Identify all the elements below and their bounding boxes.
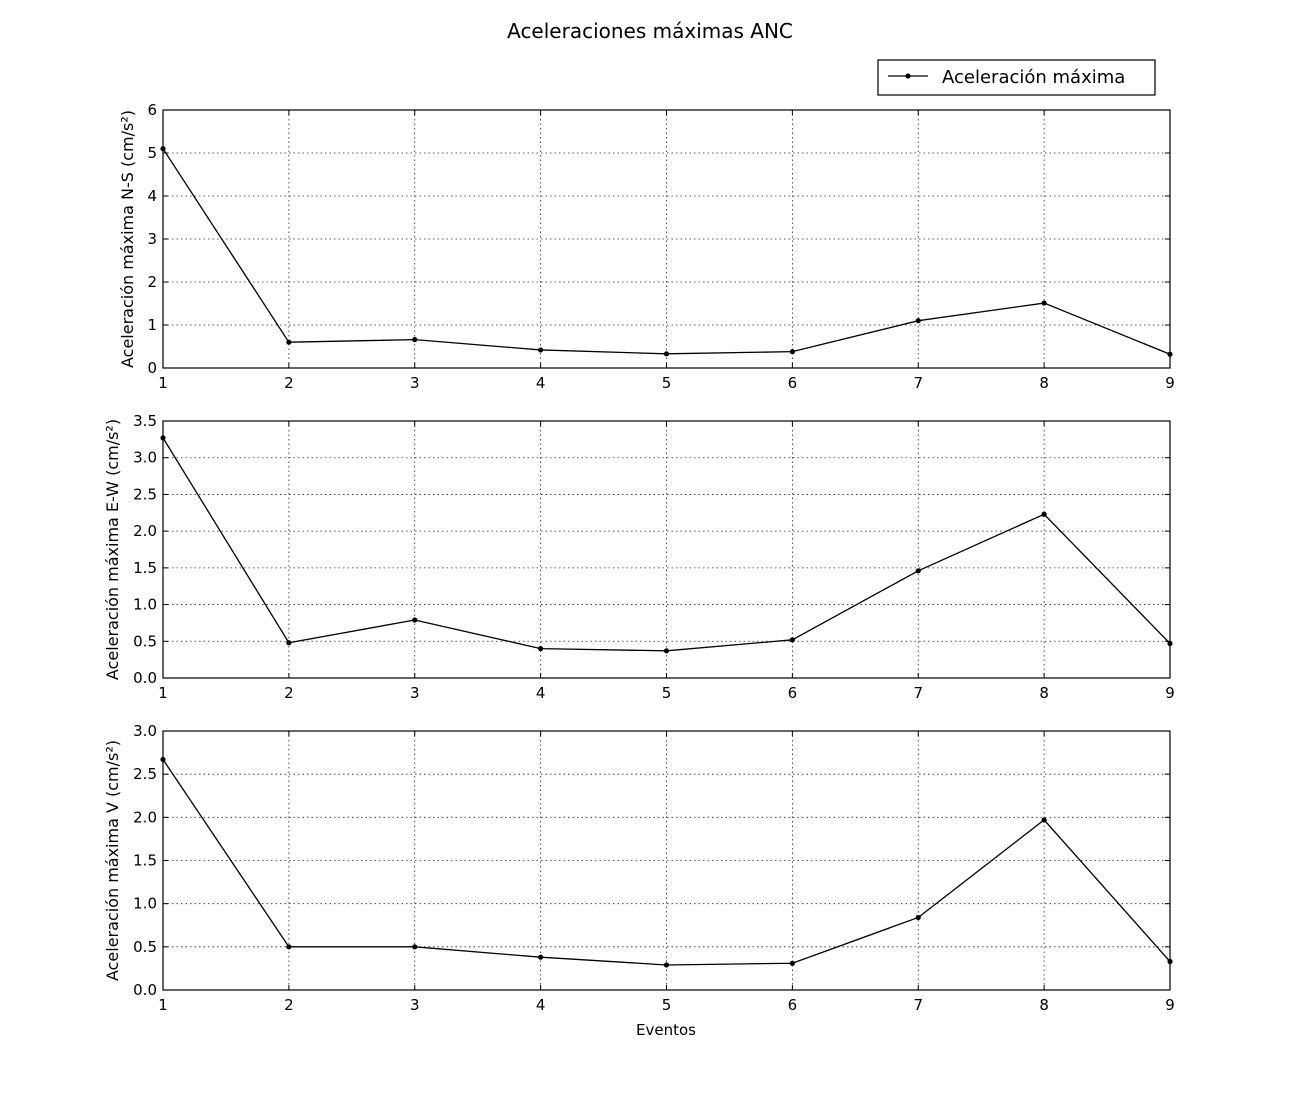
x-tick-label: 7: [913, 684, 923, 702]
data-point: [789, 960, 795, 966]
y-axis-label: Aceleración máxima V (cm/s²): [103, 740, 122, 981]
legend-label: Aceleración máxima: [942, 67, 1125, 88]
data-point: [538, 646, 544, 652]
y-tick-label: 1: [147, 316, 157, 334]
data-point: [915, 568, 921, 574]
y-tick-label: 3.0: [133, 449, 157, 467]
data-point: [1041, 300, 1047, 306]
x-tick-label: 4: [536, 996, 546, 1014]
legend-marker-sample: [905, 73, 911, 79]
x-tick-label: 6: [788, 684, 798, 702]
x-tick-label: 2: [284, 374, 294, 392]
y-tick-label: 0: [147, 359, 157, 377]
subplot-2: 1 2 3 4 5 6 7 8 9 0.0 0.5 1.0 1.5 2.0 2.5 3.0 3.5 Acelera…: [103, 412, 1175, 702]
x-tick-label: 3: [410, 996, 420, 1014]
series-line: [162, 437, 1171, 652]
x-tick-label: 4: [536, 374, 546, 392]
x-tick-label: 4: [536, 684, 546, 702]
data-point: [538, 347, 544, 353]
subplot-3: 1 2 3 4 5 6 7 8 9 0.0 0.5 1.0 1.5 2.0 2.5 3.0 Aceleració…: [103, 722, 1175, 1014]
x-tick-label: 2: [284, 684, 294, 702]
x-tick-label: 5: [662, 374, 672, 392]
x-tick-label: 8: [1039, 996, 1049, 1014]
data-point: [915, 914, 921, 921]
x-tick-label: 1: [158, 374, 168, 392]
data-point: [663, 648, 670, 654]
series-line: [162, 148, 1171, 355]
y-tick-label: 2: [147, 273, 157, 291]
legend: Aceleración máxima: [877, 59, 1156, 96]
x-tick-label: 9: [1165, 996, 1175, 1014]
x-tick-label: 3: [410, 684, 420, 702]
data-point: [1041, 511, 1047, 517]
data-point: [286, 944, 292, 950]
y-tick-label: 0.0: [133, 981, 157, 999]
x-tick-label: 3: [410, 374, 420, 392]
x-tick-label: 5: [662, 996, 672, 1014]
data-point: [1041, 817, 1047, 823]
data-point: [412, 617, 418, 623]
y-tick-label: 2.5: [133, 765, 157, 783]
x-tick-label: 5: [662, 684, 672, 702]
data-point: [915, 318, 921, 324]
plot-frame: [162, 420, 1171, 679]
legend-box: [877, 59, 1156, 96]
y-tick-label: 3: [147, 230, 157, 248]
data-point: [286, 640, 292, 646]
x-axis-label: Eventos: [636, 1021, 696, 1039]
y-tick-label: 1.5: [133, 852, 157, 870]
y-tick-label: 0.5: [133, 938, 157, 956]
y-tick-label: 0.0: [133, 669, 157, 687]
x-tick-label: 8: [1039, 684, 1049, 702]
x-tick-label: 1: [158, 684, 168, 702]
data-point: [538, 954, 544, 960]
x-tick-label: 9: [1165, 684, 1175, 702]
data-point: [663, 351, 670, 357]
x-tick-label: 9: [1165, 374, 1175, 392]
data-point: [789, 637, 795, 643]
y-tick-label: 1.0: [133, 895, 157, 913]
y-axis-label: Aceleración máxima E-W (cm/s²): [103, 419, 122, 680]
x-tick-label: 7: [913, 996, 923, 1014]
y-tick-label: 2.5: [133, 485, 157, 503]
data-point: [663, 962, 670, 968]
x-tick-label: 1: [158, 996, 168, 1014]
data-point: [412, 337, 418, 343]
y-tick-label: 5: [147, 144, 157, 162]
x-tick-label: 6: [788, 996, 798, 1014]
y-tick-label: 1.0: [133, 596, 157, 614]
x-tick-label: 6: [788, 374, 798, 392]
data-point: [286, 339, 292, 345]
x-tick-label: 7: [913, 374, 923, 392]
y-tick-label: 2.0: [133, 808, 157, 826]
data-point: [789, 349, 795, 355]
x-tick-label: 2: [284, 996, 294, 1014]
y-axis-label: Aceleración máxima N-S (cm/s²): [118, 110, 137, 368]
y-tick-label: 6: [147, 101, 157, 119]
y-tick-label: 1.5: [133, 559, 157, 577]
x-tick-label: 8: [1039, 374, 1049, 392]
data-point: [412, 944, 418, 950]
figure-title: Aceleraciones máximas ANC: [507, 19, 793, 43]
y-tick-label: 2.0: [133, 522, 157, 540]
y-tick-label: 4: [147, 187, 157, 205]
y-tick-label: 3.0: [133, 722, 157, 740]
y-tick-label: 0.5: [133, 632, 157, 650]
y-tick-label: 3.5: [133, 412, 157, 430]
